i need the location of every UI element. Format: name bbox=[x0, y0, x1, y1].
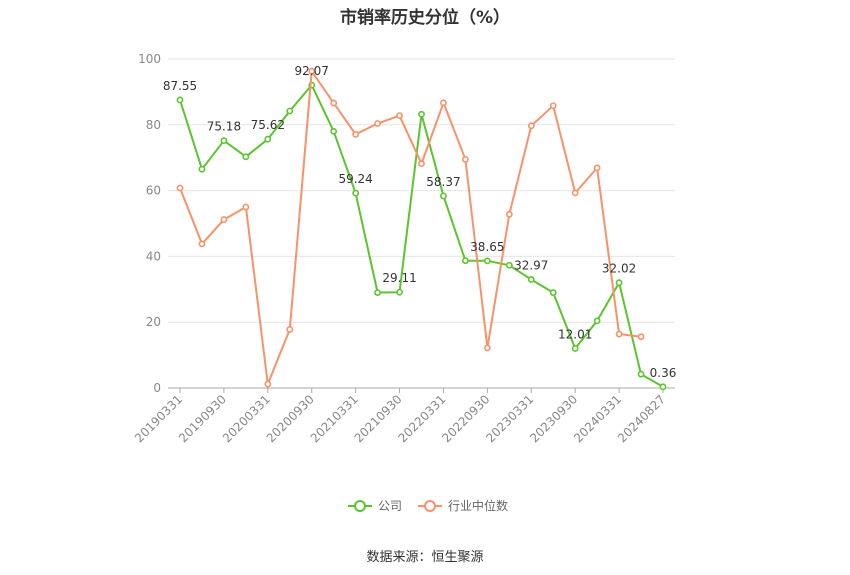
data-label: 75.18 bbox=[207, 120, 241, 134]
series-group bbox=[176, 67, 667, 391]
y-axis: 0 20 40 60 80 100 bbox=[138, 52, 161, 395]
legend-marker-1 bbox=[354, 500, 366, 512]
series-2-point bbox=[396, 112, 403, 119]
data-label: 32.02 bbox=[602, 262, 636, 276]
series-1-point bbox=[615, 279, 623, 287]
chart-title: 市销率历史分位（%） bbox=[339, 8, 511, 28]
y-tick-label: 20 bbox=[146, 315, 161, 329]
series-1-point bbox=[374, 289, 381, 296]
data-label: 38.65 bbox=[470, 240, 504, 254]
series-1-point bbox=[352, 189, 360, 197]
data-label: 29.11 bbox=[382, 271, 416, 285]
series-1-point bbox=[264, 135, 272, 143]
series-2-point bbox=[527, 122, 535, 130]
data-label: 75.62 bbox=[251, 118, 285, 132]
grid-lines bbox=[168, 58, 675, 323]
legend-marker-2 bbox=[424, 500, 436, 512]
series-2-point bbox=[242, 203, 250, 211]
series-2-point bbox=[352, 130, 360, 138]
source-note: 数据来源：恒生聚源 bbox=[366, 550, 484, 565]
series-2-point bbox=[220, 216, 228, 223]
legend-label-2: 行业中位数 bbox=[448, 498, 508, 513]
series-1-point bbox=[549, 289, 557, 296]
series-line-2 bbox=[179, 70, 642, 386]
series-2-point bbox=[571, 189, 579, 197]
series-2-point bbox=[483, 344, 491, 352]
data-label: 92.07 bbox=[295, 64, 329, 78]
series-2-point bbox=[374, 120, 381, 127]
data-label: 0.36 bbox=[650, 366, 677, 380]
series-1-point bbox=[330, 127, 338, 135]
data-label: 58.37 bbox=[426, 175, 460, 189]
series-1-point bbox=[527, 276, 535, 283]
series-1-point bbox=[198, 165, 206, 173]
series-1-point bbox=[462, 257, 469, 265]
series-2-point bbox=[286, 326, 294, 333]
data-labels: 87.55 75.18 75.62 92.07 59.24 29.11 58.37 38.65… bbox=[163, 64, 677, 380]
series-2-point bbox=[615, 330, 623, 338]
legend-label-1: 公司 bbox=[378, 499, 402, 513]
y-tick-label: 40 bbox=[146, 249, 161, 263]
y-tick-label: 80 bbox=[146, 118, 161, 132]
series-1-point bbox=[483, 257, 491, 265]
x-tick-label: 20240827 bbox=[615, 392, 668, 445]
series-1-point bbox=[593, 317, 601, 325]
y-tick-label: 60 bbox=[146, 184, 161, 198]
series-1-point bbox=[418, 110, 425, 118]
y-tick-label: 0 bbox=[153, 381, 161, 395]
series-1-point bbox=[286, 107, 294, 115]
legend: 公司 行业中位数 bbox=[348, 498, 508, 513]
series-1-point bbox=[571, 345, 579, 352]
series-2-point bbox=[593, 164, 601, 172]
series-2-point bbox=[637, 333, 645, 341]
series-2-point bbox=[264, 380, 272, 388]
series-2-point bbox=[440, 99, 447, 107]
series-2-point bbox=[505, 210, 513, 218]
series-2-point bbox=[198, 240, 206, 248]
series-1-point bbox=[440, 192, 447, 200]
data-label: 12.01 bbox=[558, 327, 592, 341]
series-1-point bbox=[396, 288, 403, 296]
data-label: 87.55 bbox=[163, 79, 197, 93]
series-1-point bbox=[505, 261, 513, 269]
series-1-point bbox=[659, 383, 667, 391]
series-2-point bbox=[330, 99, 338, 107]
y-tick-label: 100 bbox=[138, 52, 161, 66]
data-label: 59.24 bbox=[338, 172, 372, 186]
series-1-point bbox=[176, 96, 184, 104]
series-2-point bbox=[308, 67, 316, 75]
series-1-point bbox=[242, 153, 250, 161]
series-1-point bbox=[637, 370, 645, 378]
series-1-point bbox=[220, 137, 228, 145]
series-2-point bbox=[462, 155, 469, 163]
data-label: 32.97 bbox=[514, 259, 548, 273]
series-2-point bbox=[176, 184, 184, 192]
series-2-point bbox=[418, 160, 425, 168]
series-2-point bbox=[549, 102, 557, 110]
x-axis: 2019033120190930202003312020093020210331… bbox=[132, 387, 675, 445]
